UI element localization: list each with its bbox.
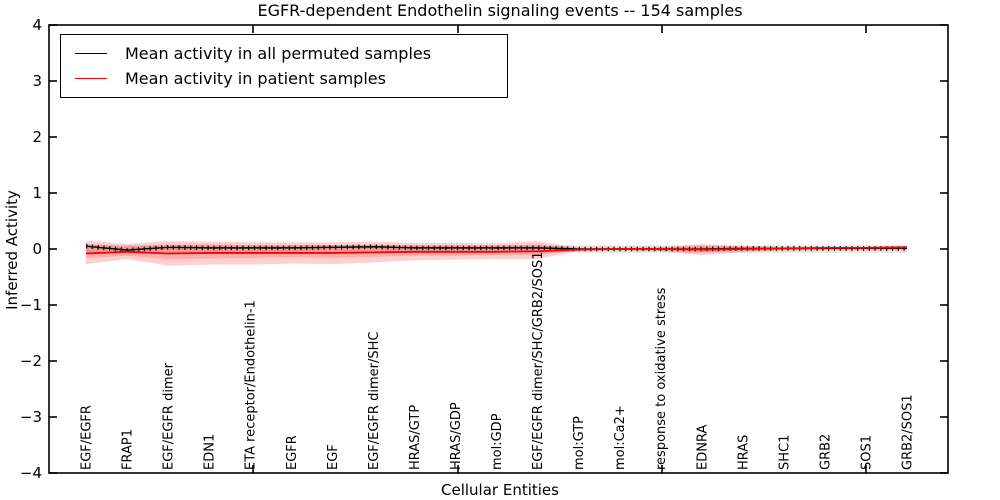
legend-item-patient: Mean activity in patient samples — [61, 68, 507, 88]
legend-item-permuted: Mean activity in all permuted samples — [61, 43, 507, 63]
x-category-label: mol:Ca2+ — [613, 405, 628, 470]
x-category-label: HRAS/GDP — [449, 402, 464, 470]
y-tick-label: −2 — [20, 352, 42, 370]
x-category-label: EGF/EGFR dimer/SHC — [367, 332, 382, 470]
x-category-label: EDN1 — [203, 434, 218, 470]
patient-outer-band — [86, 240, 907, 266]
y-tick-label: 1 — [32, 184, 42, 202]
y-tick-label: −4 — [20, 464, 42, 482]
x-category-label: HRAS/GTP — [408, 405, 423, 470]
legend-label: Mean activity in all permuted samples — [125, 43, 432, 63]
x-category-label: HRAS — [736, 435, 751, 470]
x-category-label: SHC1 — [777, 435, 792, 470]
x-category-label: EGF — [326, 444, 341, 470]
y-tick-label: 2 — [32, 128, 42, 146]
x-category-label: GRB2 — [818, 434, 833, 470]
y-tick-label: −1 — [20, 296, 42, 314]
y-tick-label: 0 — [32, 240, 42, 258]
x-category-label: ETA receptor/Endothelin-1 — [244, 300, 259, 470]
legend-line-sample-black — [75, 53, 107, 54]
y-tick-label: 4 — [32, 16, 42, 34]
legend-line-sample-red — [75, 78, 107, 79]
series-line-patient — [85, 246, 908, 255]
x-category-label: response to oxidative stress — [654, 287, 669, 470]
chart-title: EGFR-dependent Endothelin signaling even… — [257, 1, 743, 20]
x-category-label: EGF/EGFR dimer — [162, 362, 177, 470]
x-category-label: EGF/EGFR — [80, 405, 95, 470]
x-category-label: EGFR — [285, 435, 300, 470]
x-category-label: GRB2/SOS1 — [901, 394, 916, 470]
x-category-label: SOS1 — [859, 435, 874, 470]
x-axis-label: Cellular Entities — [441, 481, 559, 499]
y-axis-label: Inferred Activity — [3, 190, 21, 310]
x-category-label: mol:GDP — [490, 413, 505, 470]
permuted-range-band — [86, 245, 907, 253]
x-category-label: FRAP1 — [121, 429, 136, 470]
x-category-label: EGF/EGFR dimer/SHC/GRB2/SOS1 — [531, 252, 546, 471]
x-category-label: EDNRA — [695, 425, 710, 470]
legend-label: Mean activity in patient samples — [125, 68, 386, 88]
y-tick-label: 3 — [32, 72, 42, 90]
x-category-label: mol:GTP — [572, 416, 587, 470]
legend: Mean activity in all permuted samples Me… — [60, 34, 508, 98]
y-tick-label: −3 — [20, 408, 42, 426]
